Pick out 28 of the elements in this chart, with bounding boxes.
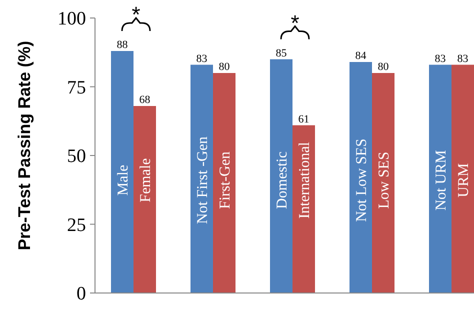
data-label: 80 xyxy=(378,61,390,73)
data-label: 83 xyxy=(457,52,469,65)
y-tick-label: 25 xyxy=(67,214,86,236)
x-tick-label: Female xyxy=(138,158,154,202)
data-label: 80 xyxy=(218,61,230,73)
data-label: 83 xyxy=(434,52,446,65)
x-tick-label: International xyxy=(296,142,313,219)
data-label: 88 xyxy=(116,39,128,51)
y-tick-label: 100 xyxy=(58,8,86,30)
x-tick-label: Male xyxy=(115,164,132,196)
y-axis-title: Pre-Test Passing Rate (%) xyxy=(15,40,34,250)
annotation: * xyxy=(290,10,300,36)
x-tick-label: Domestic xyxy=(274,151,290,209)
x-tick-label: First-Gen xyxy=(217,151,234,209)
x-tick-label: URM xyxy=(456,163,472,198)
y-tick-label: 50 xyxy=(67,146,86,168)
annotation: * xyxy=(132,2,141,27)
y-tick-label: 0 xyxy=(76,284,86,305)
data-label: 61 xyxy=(298,113,310,126)
data-label: 83 xyxy=(196,52,208,65)
data-label: 68 xyxy=(139,94,151,106)
y-tick-label: 75 xyxy=(67,77,86,98)
x-tick-label: Not URM xyxy=(433,150,450,210)
data-label: 84 xyxy=(355,50,367,62)
x-tick-label: Not Low SES xyxy=(354,138,370,222)
x-tick-label: Not First -Gen xyxy=(194,136,211,224)
data-label: 85 xyxy=(276,47,288,60)
x-tick-label: Low SES xyxy=(376,152,392,209)
